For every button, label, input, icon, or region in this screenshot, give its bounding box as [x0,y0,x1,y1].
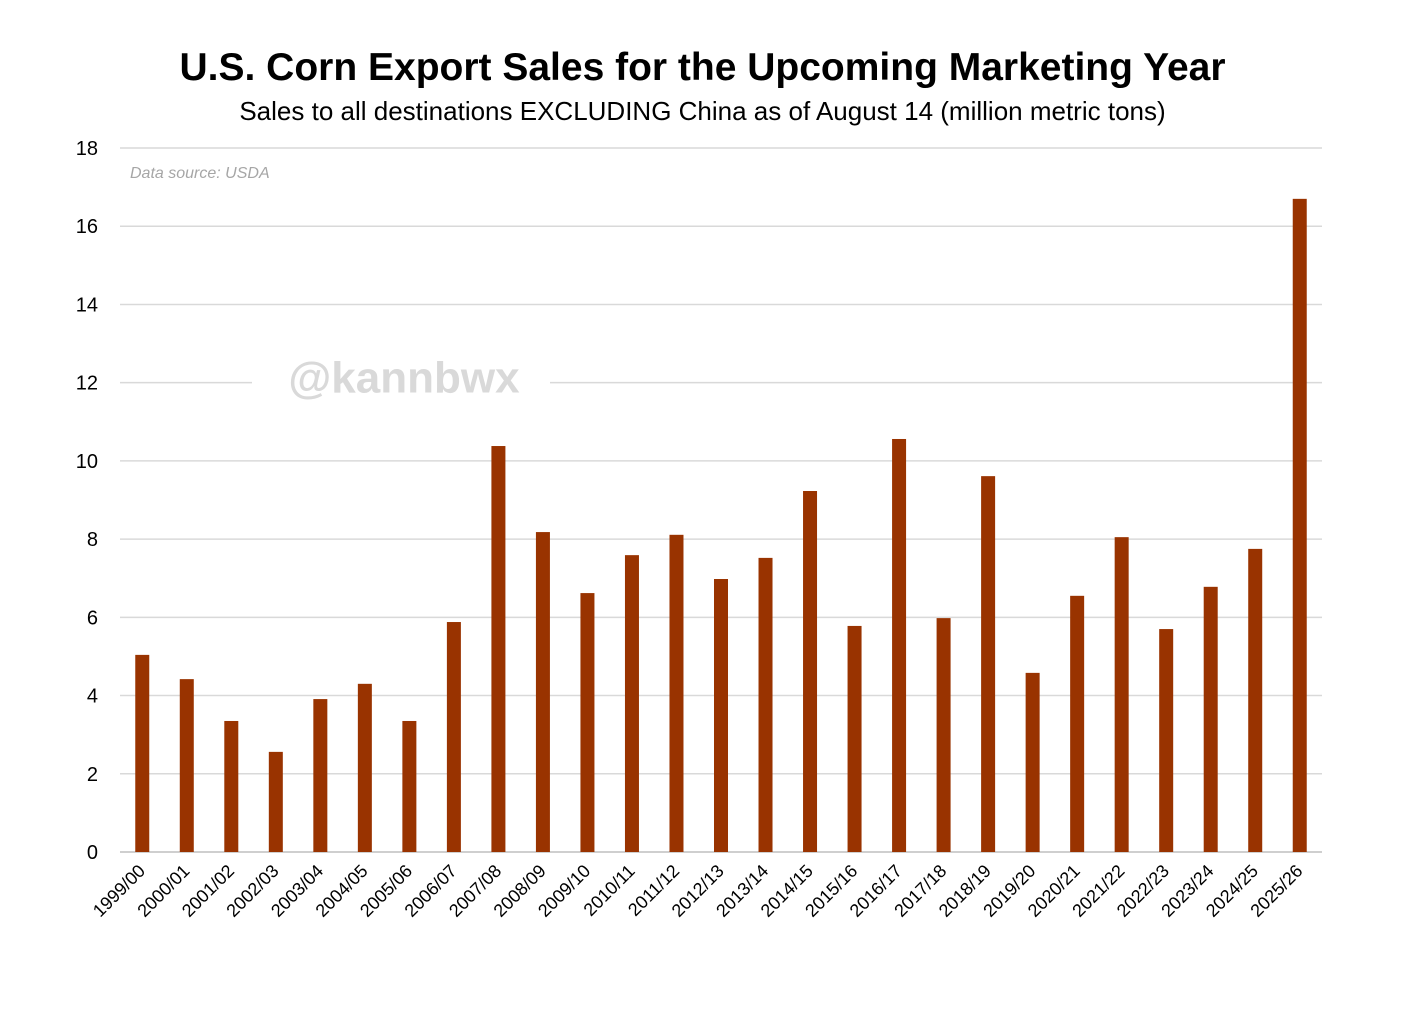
y-tick-label: 4 [87,686,98,708]
bar-2022-23 [1159,629,1174,852]
bar-2025-26 [1292,198,1307,852]
y-tick-label: 12 [76,373,98,395]
bar-2005-06 [402,720,417,852]
bar-2018-19 [981,476,996,852]
data-source-note: Data source: USDA [130,165,270,182]
bar-2008-09 [535,532,550,852]
y-tick-label: 14 [76,294,98,316]
bar-2003-04 [313,699,328,852]
bar-2021-22 [1114,537,1129,852]
bar-2016-17 [892,438,907,852]
bar-2013-14 [758,557,773,852]
bar-2019-20 [1025,672,1040,852]
bar-2002-03 [268,751,283,852]
bar-2007-08 [491,446,506,852]
y-tick-label: 16 [76,216,98,238]
y-tick-label: 18 [76,138,98,160]
bar-2010-11 [624,555,639,852]
watermark-background [252,360,550,406]
y-tick-label: 10 [76,451,98,473]
bar-2015-16 [847,625,862,852]
chart-subtitle: Sales to all destinations EXCLUDING Chin… [239,96,1166,126]
bar-2014-15 [803,491,818,852]
y-tick-label: 2 [87,764,98,786]
bar-2000-01 [179,679,194,852]
y-tick-label: 0 [87,842,98,864]
bar-2004-05 [357,683,372,852]
y-tick-label: 8 [87,529,98,551]
bar-1999-00 [135,654,150,852]
bar-2011-12 [669,534,684,852]
y-tick-label: 6 [87,607,98,629]
bar-2017-18 [936,618,951,852]
watermark: @kannbwx [288,354,520,403]
bar-2009-10 [580,593,595,852]
bar-2023-24 [1203,586,1218,852]
chart-title: U.S. Corn Export Sales for the Upcoming … [179,46,1226,89]
bar-2024-25 [1248,548,1263,852]
bar-2020-21 [1070,595,1085,852]
bar-2012-13 [714,579,728,852]
bar-2006-07 [446,622,461,852]
bar-2001-02 [224,720,239,852]
